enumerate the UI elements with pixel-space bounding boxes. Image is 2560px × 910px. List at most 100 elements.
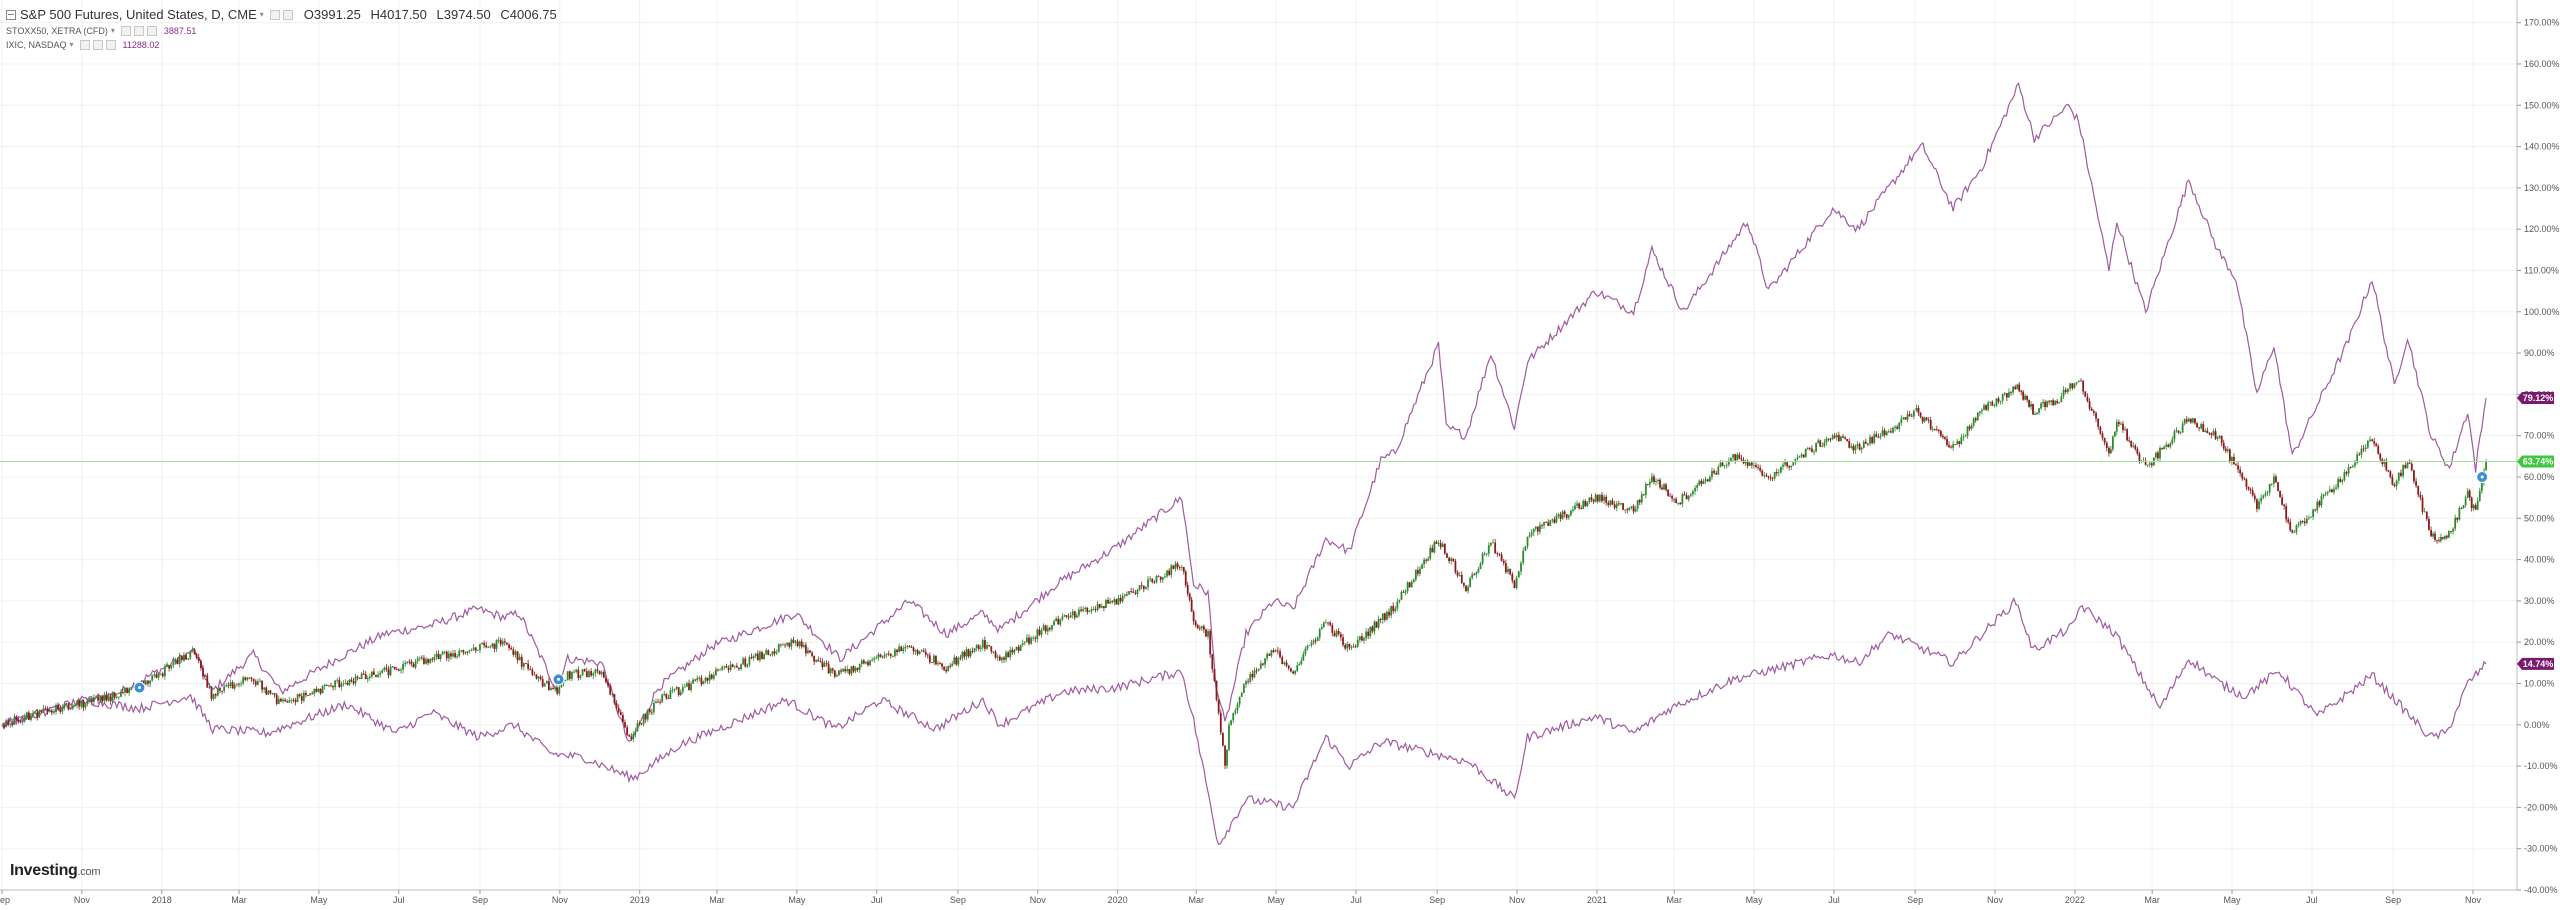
candle (1200, 626, 1203, 629)
candle (153, 674, 156, 676)
candle (577, 669, 580, 678)
remove-icon[interactable] (105, 40, 116, 50)
candle (1871, 437, 1874, 443)
candle (1011, 649, 1014, 653)
candle (1576, 503, 1578, 506)
candle (151, 675, 154, 681)
candle (479, 644, 481, 651)
remove-icon[interactable] (146, 26, 157, 36)
candle (454, 653, 456, 658)
candle (2189, 418, 2192, 423)
candle (2226, 449, 2229, 451)
axis-layer (0, 0, 2518, 891)
candle (1226, 749, 1228, 766)
candle (2279, 490, 2281, 498)
candle (1952, 444, 1955, 448)
candle (97, 696, 100, 701)
candle (495, 639, 498, 649)
candle (910, 647, 913, 648)
main-symbol-label[interactable]: S&P 500 Futures, United States, D, CME (20, 7, 257, 22)
candle (817, 659, 820, 662)
candle (2283, 504, 2286, 507)
candle (918, 651, 921, 654)
candle (1421, 564, 1423, 569)
candle (458, 650, 461, 657)
candle (759, 652, 761, 661)
candle (1009, 649, 1012, 658)
candle (1628, 507, 1631, 511)
candle (2364, 447, 2367, 449)
candle (1494, 542, 1497, 554)
candle (1944, 437, 1946, 439)
candle (410, 661, 413, 665)
candle (906, 646, 909, 647)
candle (856, 667, 859, 670)
candle (1460, 574, 1463, 583)
candle (1935, 429, 1938, 431)
candle (1796, 457, 1799, 460)
candle (1557, 514, 1560, 516)
candle (1620, 503, 1622, 505)
x-tick-label: Jul (393, 895, 405, 905)
candle (1300, 660, 1303, 664)
candle (309, 693, 312, 696)
candle (338, 679, 341, 688)
candle (786, 642, 789, 646)
logo-domain: .com (77, 866, 101, 878)
candle (963, 651, 966, 657)
candle (34, 712, 36, 714)
candle (833, 670, 836, 677)
hide-icon[interactable] (133, 26, 144, 36)
candle (456, 656, 459, 658)
collapse-icon[interactable] (6, 10, 16, 20)
candle (319, 688, 322, 694)
candle (144, 680, 147, 685)
candle (1549, 520, 1552, 526)
chevron-down-icon[interactable]: ▾ (69, 40, 74, 49)
hide-icon[interactable] (282, 10, 293, 20)
chevron-down-icon[interactable]: ▾ (110, 26, 115, 35)
x-tick-label: Mar (2144, 895, 2160, 905)
candle (2326, 491, 2329, 494)
candle (105, 694, 108, 701)
candle (1290, 668, 1292, 672)
candle (1543, 522, 1545, 526)
candle (1513, 580, 1516, 589)
candle (1715, 472, 1718, 475)
candle (673, 688, 676, 690)
compare-symbol-label[interactable]: STOXX50, XETRA (CFD) (6, 26, 108, 36)
candle (1431, 547, 1434, 553)
settings-icon[interactable] (269, 10, 280, 20)
candle (352, 681, 355, 684)
chevron-down-icon[interactable]: ▾ (259, 10, 264, 19)
candle (953, 657, 956, 664)
candle (292, 699, 295, 701)
candle (460, 650, 463, 651)
candle (372, 671, 375, 675)
candle (1615, 503, 1618, 508)
candle (1767, 476, 1770, 478)
candle (168, 665, 171, 669)
candle (752, 656, 755, 659)
candle (977, 645, 980, 649)
candle (537, 676, 540, 679)
candle (1274, 650, 1277, 653)
candle (385, 667, 388, 670)
candle (1968, 426, 1971, 429)
candle (2410, 463, 2413, 471)
candle (1443, 544, 1446, 554)
price-badge-label: 63.74% (2523, 457, 2554, 467)
candle (930, 662, 933, 664)
candle (250, 677, 253, 679)
settings-icon[interactable] (79, 40, 90, 50)
series-layer (1, 82, 2487, 846)
candle (1363, 638, 1365, 641)
candle (503, 641, 506, 643)
candle (1744, 461, 1747, 464)
hide-icon[interactable] (92, 40, 103, 50)
settings-icon[interactable] (120, 26, 131, 36)
candle (2253, 495, 2256, 500)
candle (800, 641, 803, 647)
compare-symbol-label[interactable]: IXIC, NASDAQ (6, 40, 67, 50)
